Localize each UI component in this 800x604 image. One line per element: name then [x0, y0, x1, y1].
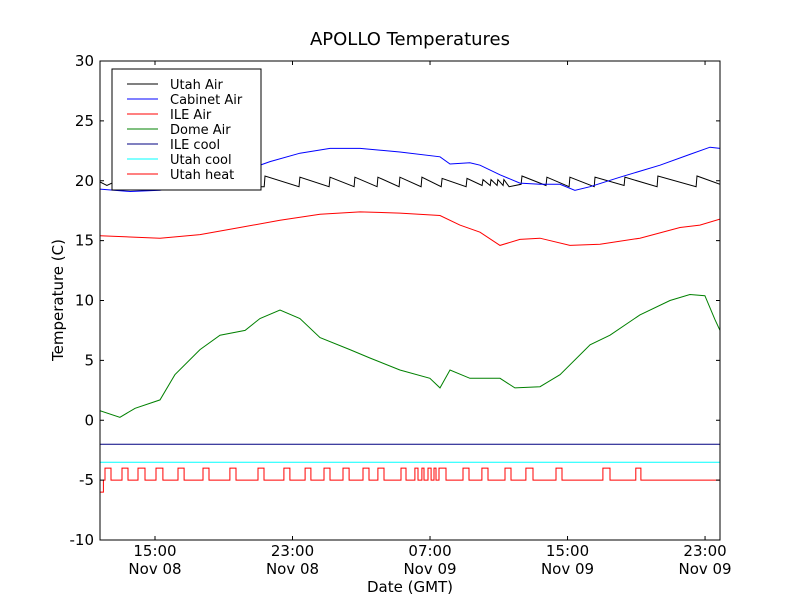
y-tick-label: -5: [79, 471, 94, 489]
legend-label: ILE Air: [170, 108, 212, 123]
y-tick-label: 30: [75, 52, 94, 70]
x-axis-label: Date (GMT): [367, 578, 453, 596]
legend-label: Utah Air: [170, 78, 223, 93]
x-tick-label-time: 07:00: [408, 542, 451, 560]
y-tick-label: 15: [75, 232, 94, 250]
x-tick-label-time: 15:00: [133, 542, 176, 560]
x-tick-label-time: 15:00: [546, 542, 589, 560]
y-tick-label: 0: [84, 411, 94, 429]
series-line-utah-air: [100, 175, 720, 188]
x-tick-label-date: Nov 08: [128, 560, 181, 578]
x-tick-label-time: 23:00: [271, 542, 314, 560]
y-tick-label: 20: [75, 172, 94, 190]
series-line-dome-air: [100, 293, 720, 418]
y-tick-label: 10: [75, 292, 94, 310]
x-tick-label-date: Nov 09: [678, 560, 731, 578]
legend-label: Utah heat: [170, 168, 234, 183]
legend-label: Dome Air: [170, 123, 231, 138]
y-tick-label: 25: [75, 112, 94, 130]
y-tick-label: -10: [70, 531, 95, 549]
legend-label: Utah cool: [170, 153, 232, 168]
x-tick-label-date: Nov 09: [403, 560, 456, 578]
y-axis-label: Temperature (C): [49, 239, 67, 362]
chart-title: APOLLO Temperatures: [310, 29, 510, 50]
x-tick-label-time: 23:00: [683, 542, 726, 560]
legend-label: Cabinet Air: [170, 93, 243, 108]
x-tick-label-date: Nov 08: [266, 560, 319, 578]
legend-label: ILE cool: [170, 138, 220, 153]
series-line-utah-heat: [100, 467, 720, 493]
series-line-ile-air: [100, 211, 720, 246]
x-tick-label-date: Nov 09: [541, 560, 594, 578]
y-tick-label: 5: [84, 351, 94, 369]
